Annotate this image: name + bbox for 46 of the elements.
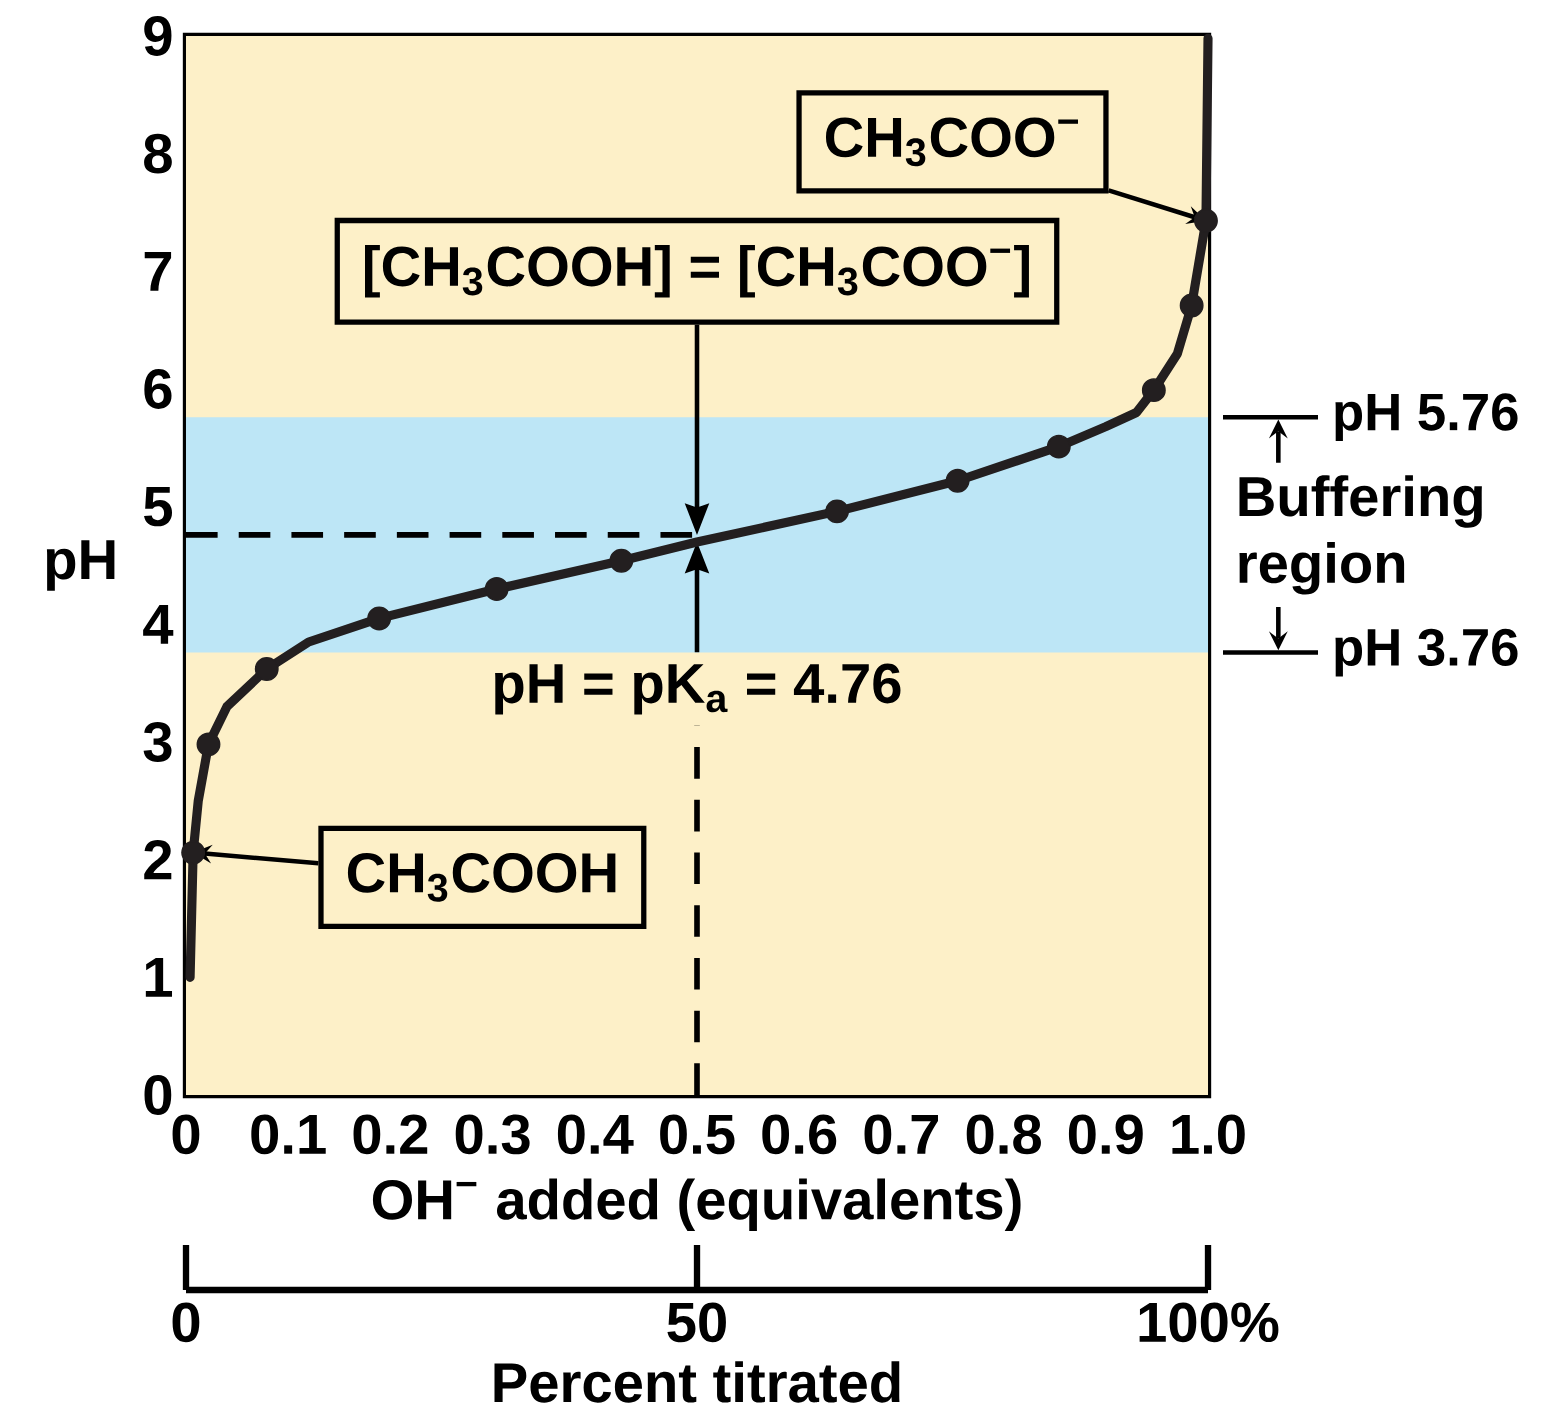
y-axis-title: pH <box>46 540 115 591</box>
annotation: CH$_{3}$COO$^{−}$ <box>825 117 1078 167</box>
x-tick-label: 0.1 <box>251 1114 326 1155</box>
y-tick-label: 0 <box>144 1075 172 1115</box>
x2-tick-label: 100% <box>1139 1302 1279 1343</box>
x2-tick-label: 50 <box>667 1302 726 1343</box>
point <box>367 606 392 631</box>
y-tick-label: 6 <box>144 369 172 409</box>
x-tick-label: 0.6 <box>762 1114 837 1155</box>
x-tick-label: 0 <box>172 1114 200 1155</box>
x-tick-label: 0.9 <box>1068 1114 1143 1155</box>
x-tick-label: 0.3 <box>455 1114 530 1155</box>
y-tick-label: 7 <box>144 251 172 291</box>
y-tick-label: 8 <box>144 133 172 174</box>
y-tick-label: 9 <box>144 16 172 56</box>
point <box>484 577 509 601</box>
annotation: [CH$_{3}$COOH] = [CH$_{3}$COO$^{−}$] <box>365 245 1029 298</box>
x2-axis-title: Percent titrated <box>494 1361 900 1403</box>
x-tick-label: 1.0 <box>1172 1114 1245 1155</box>
annotation: CH$_{3}$COOH <box>347 852 616 902</box>
point <box>1194 208 1218 233</box>
point <box>825 499 849 524</box>
point <box>1046 434 1071 459</box>
point <box>1179 293 1204 318</box>
x-tick-label: 0.5 <box>660 1114 735 1155</box>
y-tick-label: 2 <box>144 840 172 880</box>
y-tick-label: 1 <box>145 957 173 997</box>
x-tick-label: 0.2 <box>353 1114 428 1155</box>
annotation: pH = pK$_{a}$ = 4.76 <box>495 663 901 715</box>
band-label: Buffering region <box>1239 475 1482 595</box>
point <box>181 840 206 865</box>
point <box>254 657 279 681</box>
x-axis-title: OH$^{−}$ added (equivalents) <box>372 1178 1021 1231</box>
x2-tick-label: 0 <box>172 1302 200 1343</box>
ref-line-label: pH 5.76 <box>1335 393 1518 442</box>
point <box>1141 378 1166 403</box>
point <box>609 548 634 573</box>
point <box>945 468 970 493</box>
y-tick-label: 4 <box>143 604 174 644</box>
x-tick-label: 0.7 <box>864 1114 938 1155</box>
x-tick-label: 0.8 <box>966 1114 1041 1155</box>
y-tick-label: 3 <box>143 722 172 762</box>
ref-line-label: pH 3.76 <box>1335 628 1518 677</box>
point <box>196 732 221 757</box>
y-tick-label: 5 <box>144 487 173 527</box>
x-tick-label: 0.4 <box>557 1114 634 1155</box>
